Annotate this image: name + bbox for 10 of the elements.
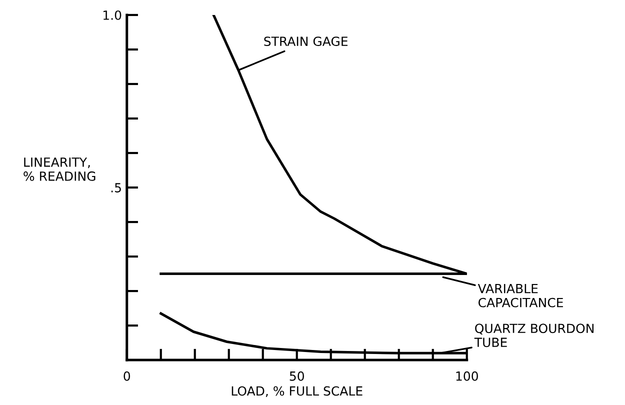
annotation: STRAIN GAGE <box>264 36 348 46</box>
x-tick-label: 50 <box>290 371 304 381</box>
annotation: QUARTZ BOURDON TUBE <box>474 324 594 348</box>
y-tick-label: 1.0 <box>104 10 122 20</box>
annotation: VARIABLE CAPACITANCE <box>478 284 563 308</box>
x-tick-label: 0 <box>124 371 130 381</box>
x-tick-label: 100 <box>456 371 478 381</box>
y-axis-title: LINEARITY, % READING <box>24 158 96 181</box>
x-axis-title: LOAD, % FULL SCALE <box>232 386 362 397</box>
y-tick-label: .5 <box>111 183 121 192</box>
